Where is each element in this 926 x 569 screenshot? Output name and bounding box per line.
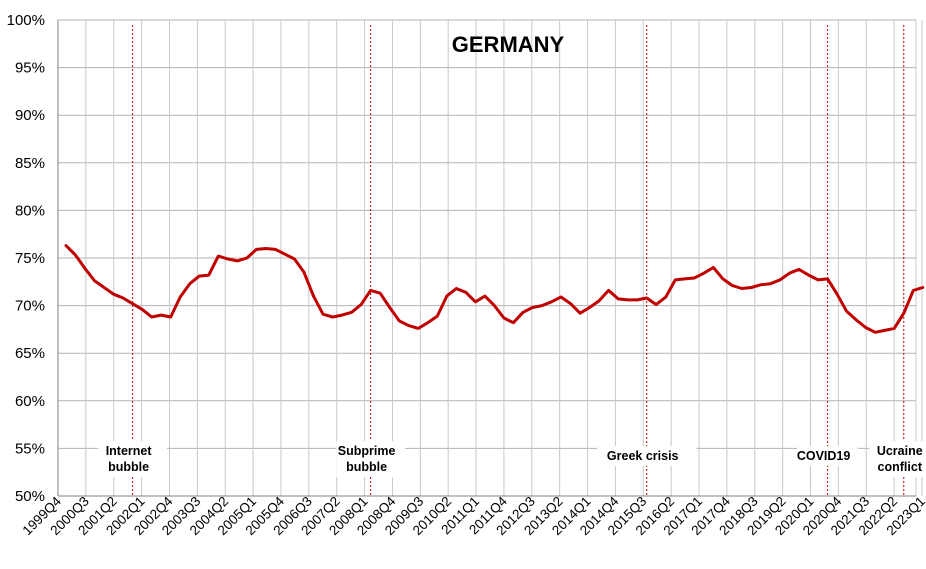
y-tick-label: 55%: [15, 440, 45, 457]
y-tick-label: 50%: [15, 488, 45, 505]
y-tick-label: 100%: [7, 12, 45, 29]
y-tick-label: 90%: [15, 107, 45, 124]
annotation-bg: [336, 441, 406, 477]
y-grid: [58, 19, 916, 449]
x-grid: [57, 20, 923, 496]
y-tick-labels: 50% 55% 60% 65% 70% 75% 80% 85% 90% 95% 100%: [7, 12, 45, 505]
y-tick-label: 65%: [15, 345, 45, 362]
event-annotation: bubble: [108, 460, 149, 474]
y-tick-label: 60%: [15, 393, 45, 410]
event-annotation: Subprime: [338, 444, 396, 458]
y-tick-label: 75%: [15, 250, 45, 267]
annotation-bg: [98, 441, 168, 477]
event-annotation: COVID19: [797, 449, 851, 463]
series-line: [64, 244, 925, 334]
y-tick-label: 95%: [15, 60, 45, 77]
annotation-bg: [869, 441, 926, 477]
y-tick-label: 80%: [15, 202, 45, 219]
event-annotation: Internet: [106, 444, 153, 458]
y-tick-label: 70%: [15, 298, 45, 315]
x-tick-labels: 1999Q42000Q32001Q22002Q12002Q42003Q32004…: [20, 493, 926, 538]
event-annotation: Greek crisis: [607, 449, 679, 463]
event-annotation: bubble: [346, 460, 387, 474]
event-annotation: conflict: [878, 460, 923, 474]
event-annotation: Ucraine: [877, 444, 923, 458]
event-markers: [132, 25, 905, 496]
event-annotations: Internet bubble Subprime bubble Greek crisis…: [98, 441, 926, 477]
annotation-bg: [597, 446, 697, 466]
annotation-bg: [797, 446, 859, 466]
y-tick-label: 85%: [15, 155, 45, 172]
chart-title: GERMANY: [452, 32, 565, 57]
